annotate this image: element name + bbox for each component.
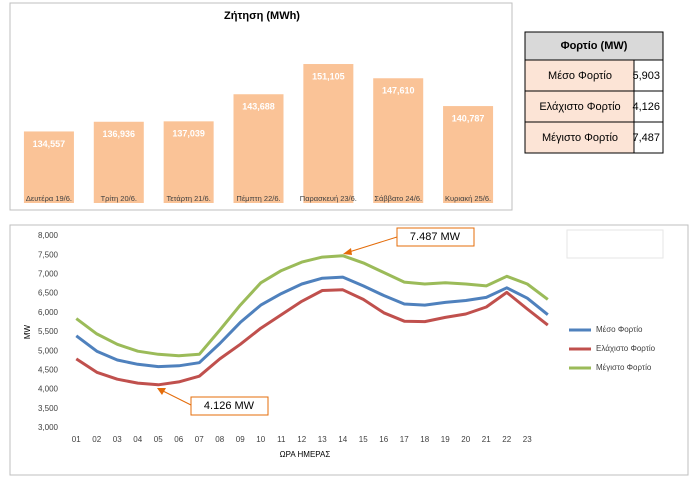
legend-label: Μέσο Φορτίο bbox=[596, 325, 643, 334]
table-row-label: Μέσο Φορτίο bbox=[548, 70, 612, 82]
table-header: Φορτίο (MW) bbox=[561, 40, 628, 52]
bar bbox=[163, 121, 214, 203]
value-label: 143,688 bbox=[242, 102, 275, 112]
value-label: 140,787 bbox=[452, 113, 485, 123]
x-tick-label: 15 bbox=[359, 435, 368, 444]
bar bbox=[373, 78, 424, 203]
value-label: 136,936 bbox=[103, 129, 136, 139]
y-tick-label: 5,500 bbox=[38, 327, 59, 336]
y-tick-label: 6,000 bbox=[38, 308, 59, 317]
x-tick-label: Σάββατο 24/6. bbox=[374, 194, 422, 203]
y-tick-label: 4,000 bbox=[38, 385, 59, 394]
annotation-box bbox=[396, 227, 475, 247]
y-tick-label: 7,000 bbox=[38, 270, 59, 279]
x-tick-label: 23 bbox=[523, 435, 532, 444]
annotation-arrow bbox=[162, 390, 192, 406]
x-tick-label: 05 bbox=[154, 435, 163, 444]
bar bbox=[443, 106, 494, 203]
x-tick-label: 17 bbox=[400, 435, 409, 444]
y-tick-label: 3,500 bbox=[38, 404, 59, 413]
x-tick-label: Τρίτη 20/6. bbox=[101, 194, 137, 203]
arrow-head bbox=[157, 388, 166, 395]
table-cell bbox=[524, 121, 635, 154]
y-tick-label: 4,500 bbox=[38, 366, 59, 375]
empty-box bbox=[566, 229, 664, 259]
x-tick-label: 10 bbox=[256, 435, 265, 444]
table-cell bbox=[633, 121, 664, 154]
x-tick-label: 13 bbox=[318, 435, 327, 444]
y-tick-label: 3,000 bbox=[38, 423, 59, 432]
arrow-head bbox=[343, 248, 352, 255]
annotation-max: 7.487 MW bbox=[343, 227, 475, 255]
x-tick-label: Τετάρτη 21/6. bbox=[166, 194, 210, 203]
x-tick-label: 18 bbox=[420, 435, 429, 444]
x-tick-label: 22 bbox=[502, 435, 511, 444]
x-tick-label: Παρασκευή 23/6. bbox=[300, 194, 357, 203]
x-tick-label: 12 bbox=[297, 435, 306, 444]
x-tick-label: 14 bbox=[338, 435, 347, 444]
x-tick-label: Δευτέρα 19/6. bbox=[26, 194, 72, 203]
table-header-cell bbox=[524, 31, 664, 61]
x-tick-label: 09 bbox=[236, 435, 245, 444]
annotation-text: 4.126 MW bbox=[204, 400, 255, 412]
annotation-text: 7.487 MW bbox=[410, 231, 461, 243]
value-label: 137,039 bbox=[172, 129, 205, 139]
x-tick-label: 16 bbox=[379, 435, 388, 444]
x-tick-label: 03 bbox=[113, 435, 122, 444]
x-tick-label: 02 bbox=[92, 435, 101, 444]
legend-label: Ελάχιστο Φορτίο bbox=[596, 344, 656, 353]
x-tick-label: 20 bbox=[461, 435, 470, 444]
bar bbox=[303, 64, 354, 203]
x-tick-label: 11 bbox=[277, 435, 286, 444]
series-line bbox=[75, 288, 549, 387]
bar bbox=[93, 121, 144, 203]
value-label: 151,105 bbox=[312, 71, 345, 81]
series-line bbox=[75, 254, 549, 358]
x-tick-label: 07 bbox=[195, 435, 204, 444]
x-tick-label: 04 bbox=[133, 435, 142, 444]
annotation-arrow bbox=[348, 236, 398, 253]
table-row-value: 4,126 bbox=[632, 101, 660, 113]
value-label: 147,610 bbox=[382, 86, 415, 96]
x-tick-label: 19 bbox=[441, 435, 450, 444]
table-row-label: Ελάχιστο Φορτίο bbox=[539, 101, 620, 113]
x-tick-label: 06 bbox=[174, 435, 183, 444]
y-tick-label: 8,000 bbox=[38, 231, 59, 240]
data-table: Φορτίο (MW) Μέσο Φορτίο 5,903 Ελάχιστο Φορ… bbox=[524, 31, 664, 154]
table-cell bbox=[524, 90, 635, 123]
y-tick-label: 6,500 bbox=[38, 289, 59, 298]
x-tick-label: 01 bbox=[72, 435, 81, 444]
annotation-min: 4.126 MW bbox=[157, 388, 269, 416]
series-line bbox=[75, 275, 549, 369]
annotation-box bbox=[190, 396, 269, 416]
y-axis-label: MW bbox=[23, 324, 32, 339]
x-tick-label: 21 bbox=[482, 435, 491, 444]
legend-label: Μέγιστο Φορτίο bbox=[596, 363, 652, 372]
table-row-label: Μέγιστο Φορτίο bbox=[542, 132, 618, 144]
x-axis-label: ΩΡΑ ΗΜΕΡΑΣ bbox=[280, 450, 331, 459]
y-tick-label: 7,500 bbox=[38, 250, 59, 259]
x-tick-label: Κυριακή 25/6. bbox=[445, 194, 491, 203]
bar bbox=[23, 131, 74, 203]
bar bbox=[233, 94, 284, 203]
table-row-value: 5,903 bbox=[632, 70, 660, 82]
chart-title: Ζήτηση (MWh) bbox=[224, 10, 300, 22]
table-row-value: 7,487 bbox=[632, 132, 660, 144]
y-tick-label: 5,000 bbox=[38, 346, 59, 355]
value-label: 134,557 bbox=[33, 139, 66, 149]
x-tick-label: Πέμπτη 22/6. bbox=[236, 194, 280, 203]
x-tick-label: 08 bbox=[215, 435, 224, 444]
